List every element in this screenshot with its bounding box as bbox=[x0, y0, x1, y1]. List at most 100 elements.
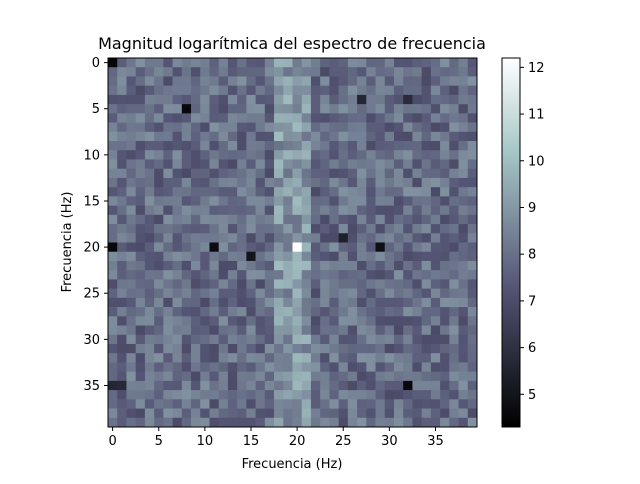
heatmap-cell bbox=[449, 94, 459, 105]
heatmap-cell bbox=[467, 104, 478, 114]
heatmap-cell bbox=[274, 399, 284, 409]
heatmap-cell bbox=[458, 214, 469, 225]
heatmap-cell bbox=[209, 159, 220, 170]
heatmap-cell bbox=[375, 94, 386, 105]
heatmap-cell bbox=[191, 233, 201, 243]
heatmap-cell bbox=[255, 177, 266, 188]
heatmap-cell bbox=[310, 316, 321, 326]
heatmap-cell bbox=[200, 417, 210, 428]
heatmap-cell bbox=[301, 325, 312, 336]
heatmap-cell bbox=[227, 380, 238, 391]
heatmap-cell bbox=[301, 113, 312, 123]
heatmap-cell bbox=[264, 150, 275, 160]
heatmap-cell bbox=[264, 94, 275, 105]
heatmap-cell bbox=[310, 399, 321, 409]
heatmap-cell bbox=[283, 141, 293, 151]
heatmap-cell bbox=[108, 362, 118, 372]
heatmap-cell bbox=[144, 399, 155, 409]
heatmap-cell bbox=[449, 104, 459, 114]
heatmap-cell bbox=[310, 288, 321, 299]
heatmap-cell bbox=[209, 334, 220, 345]
heatmap-cell bbox=[403, 233, 413, 243]
heatmap-cell bbox=[117, 233, 127, 243]
heatmap-cell bbox=[181, 279, 192, 289]
heatmap-cell bbox=[108, 270, 118, 280]
heatmap-cell bbox=[135, 380, 146, 391]
heatmap-cell bbox=[126, 58, 137, 68]
heatmap-cell bbox=[338, 233, 349, 243]
heatmap-cell bbox=[310, 242, 321, 253]
heatmap-cell bbox=[246, 334, 256, 345]
heatmap-cell bbox=[310, 196, 321, 206]
heatmap-cell bbox=[237, 168, 247, 179]
heatmap-cell bbox=[200, 67, 210, 77]
heatmap-cell bbox=[421, 85, 432, 96]
heatmap-cell bbox=[237, 380, 247, 391]
heatmap-cell bbox=[144, 85, 155, 96]
heatmap-cell bbox=[172, 353, 183, 363]
heatmap-cell bbox=[320, 251, 330, 262]
heatmap-cell bbox=[283, 131, 293, 142]
heatmap-cell bbox=[154, 380, 164, 391]
heatmap-cell bbox=[209, 104, 220, 114]
heatmap-cell bbox=[172, 279, 183, 289]
heatmap-cell bbox=[126, 233, 137, 243]
heatmap-cell bbox=[218, 408, 229, 419]
heatmap-cell bbox=[117, 58, 127, 68]
heatmap-cell bbox=[246, 76, 256, 87]
heatmap-cell bbox=[366, 390, 376, 400]
heatmap-cell bbox=[320, 408, 330, 419]
heatmap-cell bbox=[338, 270, 349, 280]
heatmap-cell bbox=[283, 307, 293, 317]
heatmap-cell bbox=[126, 94, 137, 105]
heatmap-cell bbox=[283, 67, 293, 77]
heatmap-cell bbox=[329, 150, 339, 160]
heatmap-cell bbox=[320, 297, 330, 308]
heatmap-cell bbox=[403, 113, 413, 123]
heatmap-cell bbox=[320, 224, 330, 234]
heatmap-cell bbox=[283, 297, 293, 308]
heatmap-cell bbox=[246, 390, 256, 400]
heatmap-cell bbox=[458, 279, 469, 289]
heatmap-cell bbox=[375, 104, 386, 114]
heatmap-cell bbox=[246, 417, 256, 428]
heatmap-cell bbox=[264, 205, 275, 216]
heatmap-cell bbox=[227, 94, 238, 105]
heatmap-cell bbox=[384, 353, 395, 363]
heatmap-cell bbox=[181, 196, 192, 206]
heatmap-cell bbox=[172, 371, 183, 382]
heatmap-cell bbox=[246, 150, 256, 160]
heatmap-cell bbox=[264, 67, 275, 77]
heatmap-cell bbox=[449, 399, 459, 409]
heatmap-cell bbox=[218, 104, 229, 114]
heatmap-cell bbox=[144, 380, 155, 391]
heatmap-cell bbox=[154, 390, 164, 400]
heatmap-cell bbox=[283, 85, 293, 96]
heatmap-cell bbox=[154, 58, 164, 68]
heatmap-cell bbox=[430, 307, 441, 317]
heatmap-cell bbox=[255, 168, 266, 179]
heatmap-cell bbox=[292, 343, 303, 354]
heatmap-cell bbox=[209, 76, 220, 87]
heatmap-cell bbox=[108, 85, 118, 96]
heatmap-cell bbox=[274, 113, 284, 123]
heatmap-cell bbox=[108, 316, 118, 326]
heatmap-cell bbox=[246, 399, 256, 409]
heatmap-cell bbox=[440, 233, 450, 243]
heatmap-cell bbox=[237, 122, 247, 133]
heatmap-cell bbox=[283, 233, 293, 243]
heatmap-cell bbox=[467, 279, 478, 289]
heatmap-cell bbox=[366, 76, 376, 87]
heatmap-cell bbox=[163, 122, 173, 133]
heatmap-cell bbox=[384, 67, 395, 77]
heatmap-cell bbox=[274, 141, 284, 151]
heatmap-cell bbox=[154, 168, 164, 179]
heatmap-cell bbox=[421, 297, 432, 308]
heatmap-cell bbox=[154, 141, 164, 151]
heatmap-cell bbox=[449, 297, 459, 308]
heatmap-cell bbox=[347, 214, 358, 225]
heatmap-cell bbox=[375, 113, 386, 123]
heatmap-cell bbox=[264, 104, 275, 114]
heatmap-cell bbox=[384, 168, 395, 179]
heatmap-cell bbox=[181, 122, 192, 133]
